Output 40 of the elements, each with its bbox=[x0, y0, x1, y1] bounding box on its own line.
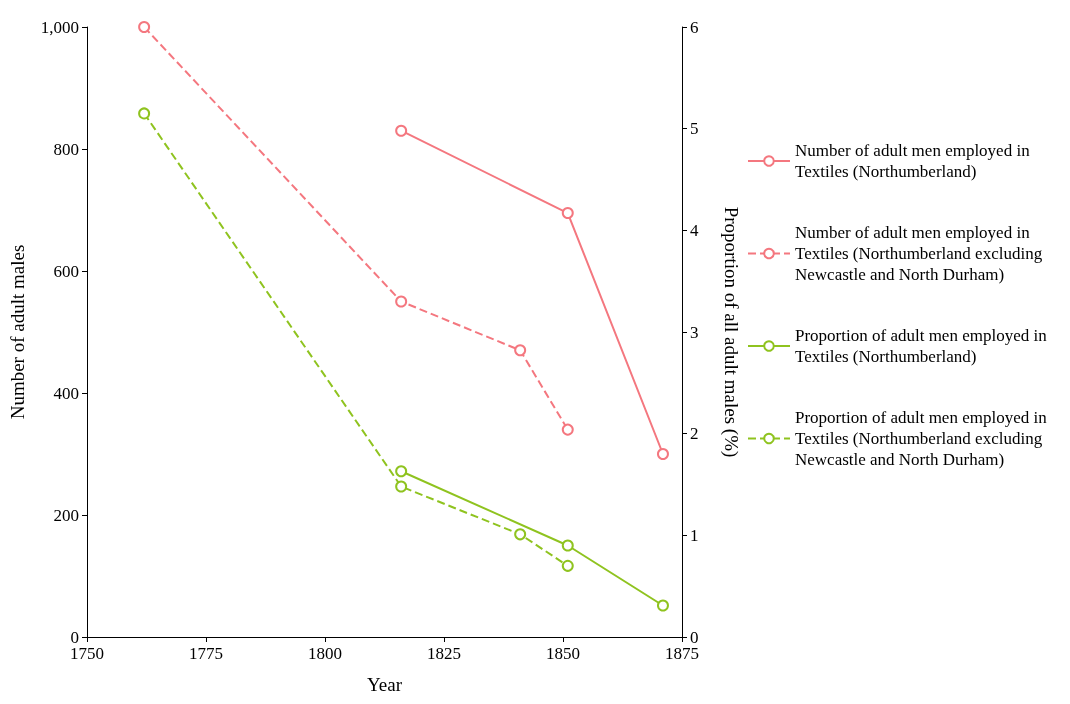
point bbox=[514, 528, 527, 541]
legend-label: Proportion of adult men employed in Textiles (Northumberland) bbox=[795, 326, 1051, 366]
y2-tick-label: 2 bbox=[690, 424, 699, 444]
x-axis-title: Year bbox=[366, 674, 403, 695]
point bbox=[395, 465, 408, 478]
legend-label: Proportion of adult men employed in Textiles (Northumberland excluding Newcastle and North Durham) bbox=[795, 408, 1051, 469]
y-tick-label: 400 bbox=[53, 383, 79, 403]
point bbox=[138, 21, 151, 33]
point bbox=[656, 448, 669, 460]
x-tick-label: 1750 bbox=[70, 644, 104, 663]
y2-tick-label: 6 bbox=[690, 17, 699, 37]
x-tick-label: 1825 bbox=[427, 644, 461, 663]
point bbox=[395, 480, 408, 493]
point bbox=[138, 107, 151, 120]
y-tick-label: 600 bbox=[53, 261, 79, 281]
y2-tick-label: 3 bbox=[690, 322, 699, 342]
y-tick-label: 0 bbox=[70, 627, 79, 647]
point bbox=[395, 295, 408, 308]
legend-label: Number of adult men employed in Textiles (Northumberland) bbox=[795, 141, 1034, 181]
legend-label: Number of adult men employed in Textiles (Northumberland excluding Newcastle and North Durham) bbox=[795, 223, 1047, 284]
point bbox=[656, 599, 669, 612]
y2-tick-label: 0 bbox=[690, 627, 699, 647]
x-tick-label: 1800 bbox=[308, 644, 342, 663]
point bbox=[561, 207, 574, 220]
y2-tick-label: 4 bbox=[690, 220, 699, 240]
y-axis-title: Number of adult males bbox=[7, 244, 28, 420]
point bbox=[395, 124, 408, 137]
y2-axis-title: Proportion of all adult males (%) bbox=[720, 206, 742, 458]
point bbox=[514, 344, 527, 357]
y-tick-label: 800 bbox=[53, 139, 79, 159]
y2-tick-label: 1 bbox=[690, 525, 699, 545]
point bbox=[561, 559, 574, 572]
y-tick-label: 200 bbox=[53, 505, 79, 525]
point bbox=[561, 539, 574, 552]
y-tick-label: 1,000 bbox=[40, 17, 79, 37]
y2-tick-label: 5 bbox=[690, 119, 699, 139]
x-tick-label: 1850 bbox=[546, 644, 580, 663]
point bbox=[561, 423, 574, 436]
x-tick-label: 1775 bbox=[189, 644, 223, 663]
x-tick-label: 1875 bbox=[665, 644, 699, 663]
